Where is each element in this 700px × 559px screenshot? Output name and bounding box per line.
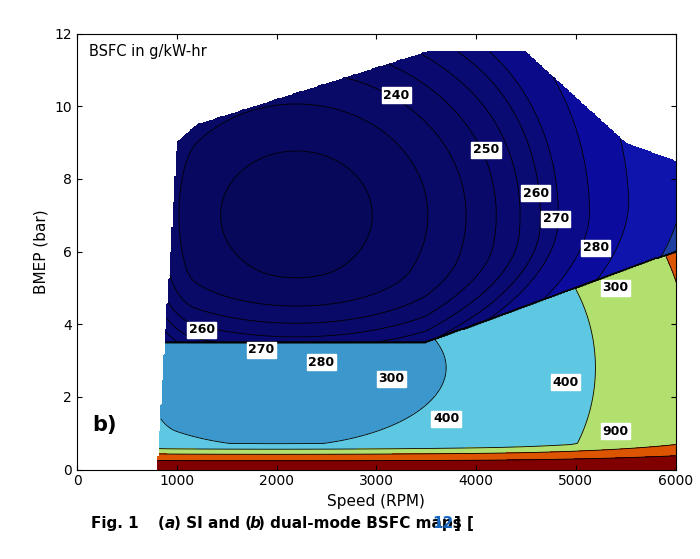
Text: 300: 300: [378, 372, 405, 385]
Text: a: a: [165, 517, 176, 531]
Y-axis label: BMEP (bar): BMEP (bar): [34, 209, 49, 294]
Text: b): b): [92, 415, 116, 435]
Text: 270: 270: [542, 212, 569, 225]
Text: BSFC in g/kW-hr: BSFC in g/kW-hr: [89, 44, 206, 59]
Text: ) SI and (: ) SI and (: [174, 517, 252, 531]
Text: 280: 280: [582, 241, 609, 254]
Text: 260: 260: [188, 323, 215, 336]
Text: 400: 400: [433, 412, 459, 425]
Text: 400: 400: [553, 376, 579, 389]
Text: ]: ]: [454, 517, 461, 531]
Text: 12: 12: [433, 517, 454, 531]
Text: (: (: [158, 517, 164, 531]
Text: 300: 300: [603, 281, 629, 295]
Text: 250: 250: [473, 143, 499, 157]
Text: 270: 270: [248, 343, 274, 356]
Text: Fig. 1: Fig. 1: [91, 517, 139, 531]
Text: ) dual-mode BSFC maps [: ) dual-mode BSFC maps [: [258, 517, 473, 531]
Text: 900: 900: [603, 425, 629, 438]
Text: 260: 260: [523, 187, 549, 200]
X-axis label: Speed (RPM): Speed (RPM): [328, 494, 425, 509]
Text: 280: 280: [308, 356, 335, 369]
Text: 240: 240: [383, 89, 410, 102]
Text: b: b: [249, 517, 260, 531]
